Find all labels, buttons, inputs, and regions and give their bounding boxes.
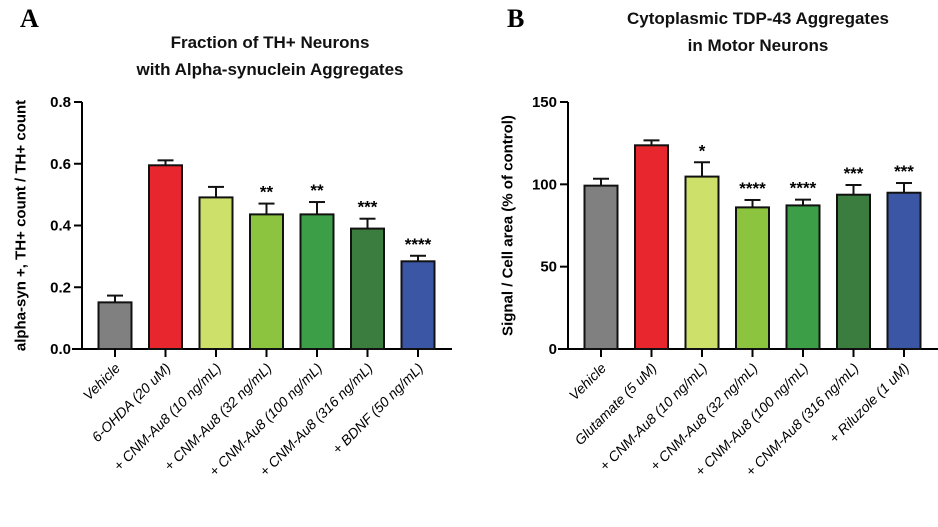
bar — [785, 204, 821, 350]
bar — [684, 175, 720, 350]
bar — [97, 301, 133, 351]
y-tick-label: 100 — [532, 176, 557, 193]
significance-label: *** — [844, 164, 864, 183]
y-tick-label: 0.8 — [50, 94, 71, 111]
bar — [249, 213, 284, 350]
bar — [400, 260, 436, 350]
chart-title: Cytoplasmic TDP-43 Aggregates — [627, 9, 889, 28]
y-tick-label: 0.0 — [50, 341, 71, 358]
significance-label: **** — [790, 179, 817, 198]
bar — [886, 191, 922, 350]
significance-label: ** — [260, 183, 274, 202]
panel-label: B — [507, 4, 524, 33]
bar — [350, 227, 385, 350]
bar — [148, 164, 183, 350]
chart-panel-a: A Fraction of TH+ Neurons with Alpha-synuc… — [12, 4, 452, 479]
significance-label: *** — [894, 162, 914, 181]
y-tick-label: 0.4 — [50, 218, 72, 235]
chart-panel-b: B Cytoplasmic TDP-43 Aggregates in Motor N… — [499, 4, 938, 479]
y-tick-label: 0 — [549, 341, 557, 358]
y-tick-label: 50 — [540, 259, 557, 276]
x-tick-label: Vehicle — [80, 360, 124, 404]
significance-label: *** — [358, 198, 378, 217]
y-tick-label: 0.2 — [50, 279, 71, 296]
bar — [583, 184, 619, 350]
bar — [634, 144, 669, 350]
x-tick-label: + BDNF (50 ng/mL) — [329, 360, 426, 457]
chart-title: in Motor Neurons — [688, 36, 829, 55]
y-axis-label: Signal / Cell area (% of control) — [499, 115, 516, 336]
significance-label: **** — [405, 235, 432, 254]
chart-title: Fraction of TH+ Neurons — [171, 33, 370, 52]
panel-label: A — [20, 4, 39, 33]
bar — [735, 206, 770, 350]
y-tick-label: 0.6 — [50, 156, 71, 173]
significance-label: * — [699, 141, 706, 160]
significance-label: ** — [310, 181, 324, 200]
bar — [198, 196, 234, 350]
chart-title: with Alpha-synuclein Aggregates — [135, 60, 403, 79]
y-tick-label: 150 — [532, 94, 557, 111]
y-axis-label: alpha-syn +, TH+ count / TH+ count — [12, 100, 29, 351]
x-tick-label: Vehicle — [566, 360, 610, 404]
bar — [836, 193, 871, 350]
significance-label: **** — [739, 179, 766, 198]
bar — [299, 213, 335, 350]
